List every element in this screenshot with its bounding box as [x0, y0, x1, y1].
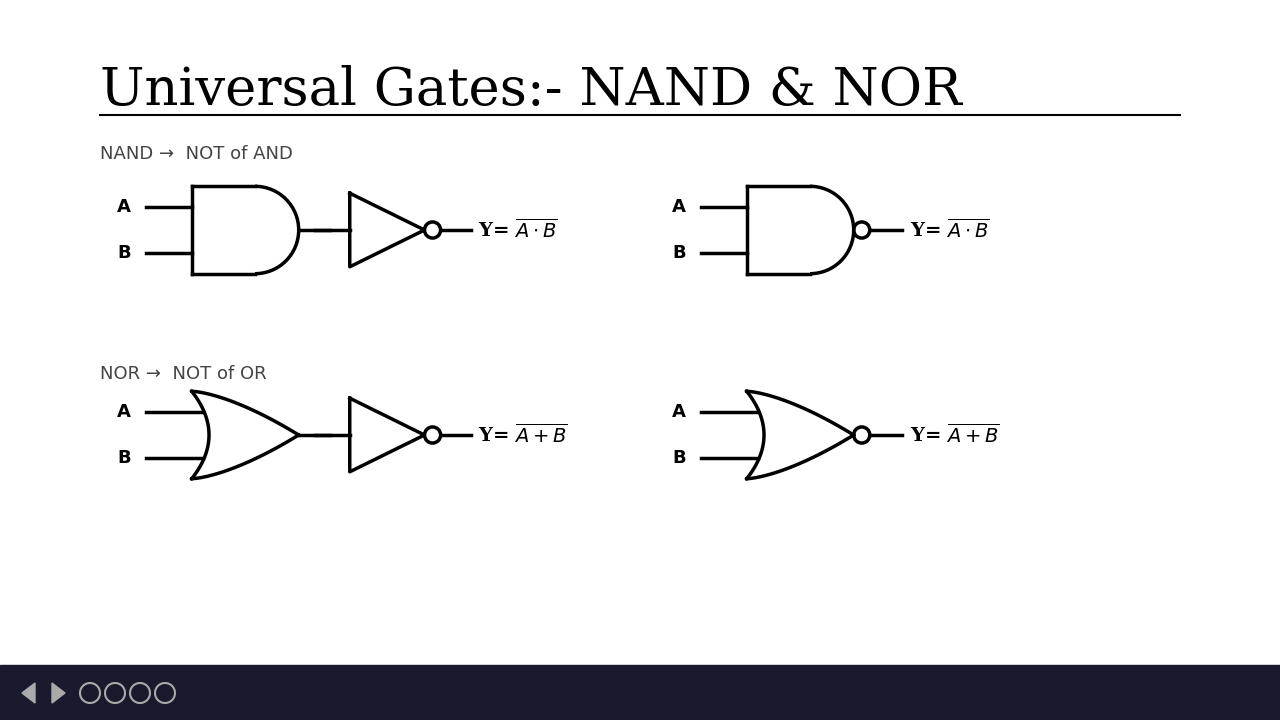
Text: Y= $\overline{A+B}$: Y= $\overline{A+B}$: [477, 423, 568, 447]
Text: A: A: [672, 198, 686, 216]
Text: B: B: [118, 449, 131, 467]
Text: A: A: [116, 403, 131, 421]
Text: Y= $\overline{A+B}$: Y= $\overline{A+B}$: [910, 423, 1000, 447]
Text: NAND →  NOT of AND: NAND → NOT of AND: [100, 145, 293, 163]
Bar: [0, 665, 1280, 720]
Polygon shape: [52, 683, 65, 703]
Text: B: B: [672, 449, 686, 467]
Text: A: A: [116, 198, 131, 216]
Text: B: B: [118, 244, 131, 262]
Text: Universal Gates:- NAND & NOR: Universal Gates:- NAND & NOR: [100, 65, 961, 116]
Polygon shape: [22, 683, 35, 703]
Text: Y= $\overline{A \cdot B}$: Y= $\overline{A \cdot B}$: [910, 218, 989, 242]
Text: NOR →  NOT of OR: NOR → NOT of OR: [100, 365, 266, 383]
Text: B: B: [672, 244, 686, 262]
Text: A: A: [672, 403, 686, 421]
Text: Y= $\overline{A \cdot B}$: Y= $\overline{A \cdot B}$: [477, 218, 558, 242]
